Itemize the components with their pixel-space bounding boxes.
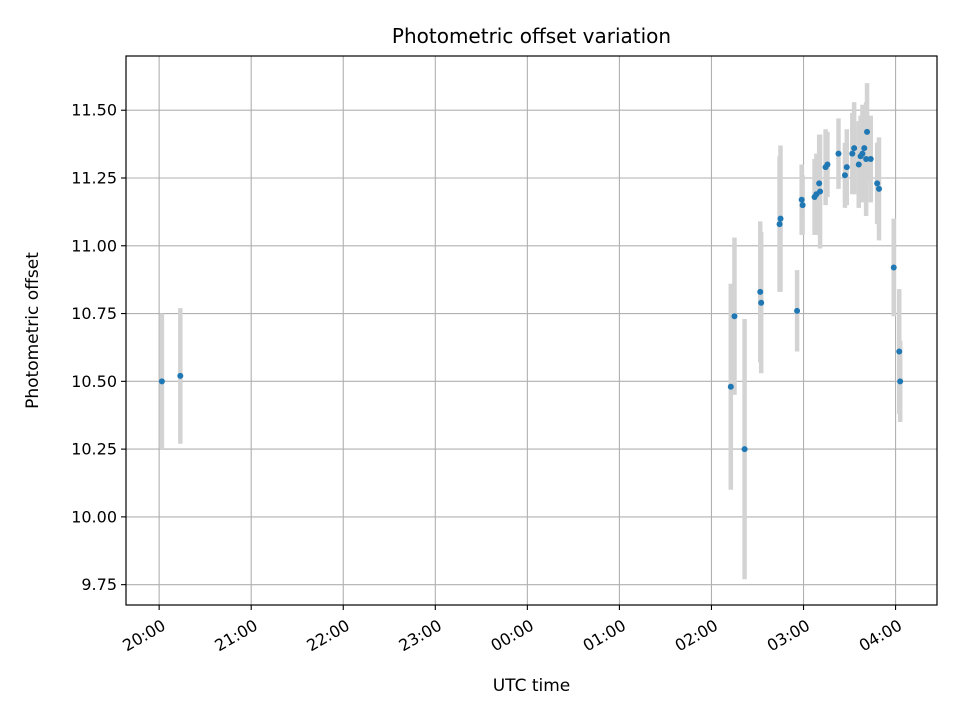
y-tick-label: 10.00 xyxy=(71,507,117,526)
y-tick-label: 11.00 xyxy=(71,236,117,255)
data-point xyxy=(890,264,897,271)
data-point xyxy=(777,215,784,222)
data-point xyxy=(824,161,831,168)
data-point xyxy=(158,378,165,385)
data-point xyxy=(799,202,806,209)
y-tick-label: 10.25 xyxy=(71,440,117,459)
data-point xyxy=(841,172,848,179)
data-point xyxy=(817,188,824,195)
y-tick-label: 11.25 xyxy=(71,169,117,188)
data-point xyxy=(177,372,184,379)
data-point xyxy=(867,156,874,163)
data-point xyxy=(835,150,842,157)
data-point xyxy=(776,221,783,228)
data-point xyxy=(727,383,734,390)
data-point xyxy=(794,307,801,314)
grid xyxy=(126,56,937,605)
data-point xyxy=(851,145,858,152)
y-tick-label: 10.50 xyxy=(71,372,117,391)
data-point xyxy=(741,446,748,453)
data-point xyxy=(859,150,866,157)
data-point xyxy=(816,180,823,187)
y-axis-ticks: 9.75 10.00 10.25 10.50 10.75 11.00 11.25 11.50 xyxy=(71,101,126,594)
data-point xyxy=(843,164,850,171)
y-tick-label: 11.50 xyxy=(71,101,117,120)
plot-frame xyxy=(125,55,938,606)
y-tick-label: 10.75 xyxy=(71,304,117,323)
data-point xyxy=(861,145,868,152)
y-axis-label: Photometric offset xyxy=(23,252,43,409)
data-point xyxy=(863,156,870,163)
chart-title: Photometric offset variation xyxy=(392,24,671,48)
data-point xyxy=(849,150,856,157)
y-tick-label: 9.75 xyxy=(81,575,117,594)
data-point xyxy=(896,348,903,355)
data-point xyxy=(758,299,765,306)
data-point xyxy=(798,196,805,203)
data-points xyxy=(158,128,904,453)
data-point xyxy=(897,378,904,385)
x-axis-label: UTC time xyxy=(493,676,571,696)
data-point xyxy=(855,161,862,168)
data-point xyxy=(874,180,881,187)
data-point xyxy=(876,185,883,192)
data-point xyxy=(757,288,764,295)
data-point xyxy=(731,313,738,320)
data-point xyxy=(864,128,871,135)
